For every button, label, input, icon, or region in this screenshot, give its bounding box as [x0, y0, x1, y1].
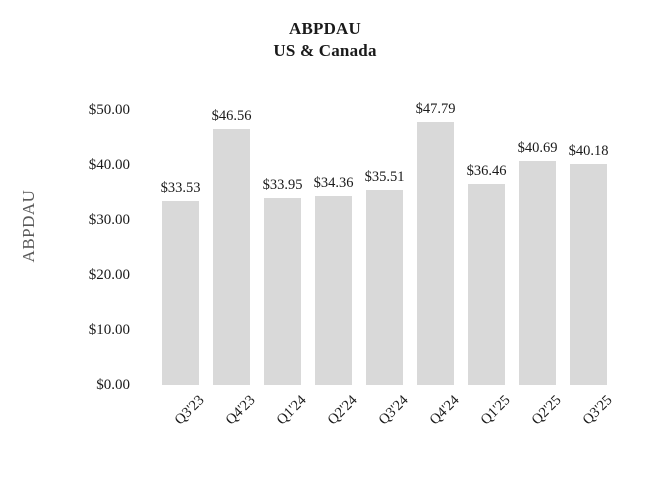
bar	[315, 196, 352, 385]
plot-area: $33.53 $46.56 $33.95 $34.36 $35.51 $47.79 $36.…	[140, 102, 635, 385]
bar-value-label: $35.51	[364, 168, 405, 185]
bar	[264, 198, 301, 385]
y-tick-label: $20.00	[88, 267, 130, 283]
y-tick-label: $0.00	[96, 377, 130, 393]
x-tick-label: Q1'25	[477, 392, 514, 429]
chart-title-block: ABPDAU US & Canada	[0, 18, 650, 62]
x-tick-label: Q4'23	[222, 392, 259, 429]
chart-title: ABPDAU	[288, 19, 362, 38]
x-tick-label: Q3'24	[375, 392, 412, 429]
bar-value-label: $46.56	[211, 107, 252, 124]
x-tick-label: Q4'24	[426, 392, 463, 429]
bar-value-label: $34.36	[313, 175, 354, 192]
x-tick-label: Q3'23	[171, 392, 208, 429]
bar	[162, 200, 199, 385]
y-axis-label: ABPDAU	[19, 189, 38, 263]
bar	[519, 161, 556, 385]
y-tick-label: $40.00	[88, 157, 130, 173]
x-tick-label: Q2'25	[528, 392, 565, 429]
bar	[570, 164, 607, 385]
x-tick-label: Q2'24	[324, 392, 361, 429]
y-tick-label: $50.00	[88, 102, 130, 118]
bar-value-label: $40.18	[568, 143, 609, 159]
x-tick-label: Q1'24	[273, 392, 310, 429]
x-tick-label: Q3'25	[579, 392, 616, 429]
bar-value-label: $33.53	[160, 179, 201, 196]
chart-subtitle: US & Canada	[273, 41, 377, 60]
bar	[366, 189, 403, 385]
bar	[213, 128, 250, 385]
bar-value-label: $47.79	[415, 101, 456, 118]
bar-value-label: $33.95	[262, 177, 303, 194]
y-tick-label: $10.00	[88, 322, 130, 338]
y-tick-label: $30.00	[88, 212, 130, 228]
bar-value-label: $40.69	[517, 140, 558, 157]
bar	[417, 122, 454, 385]
bar	[468, 184, 505, 385]
bar-value-label: $36.46	[466, 163, 507, 180]
